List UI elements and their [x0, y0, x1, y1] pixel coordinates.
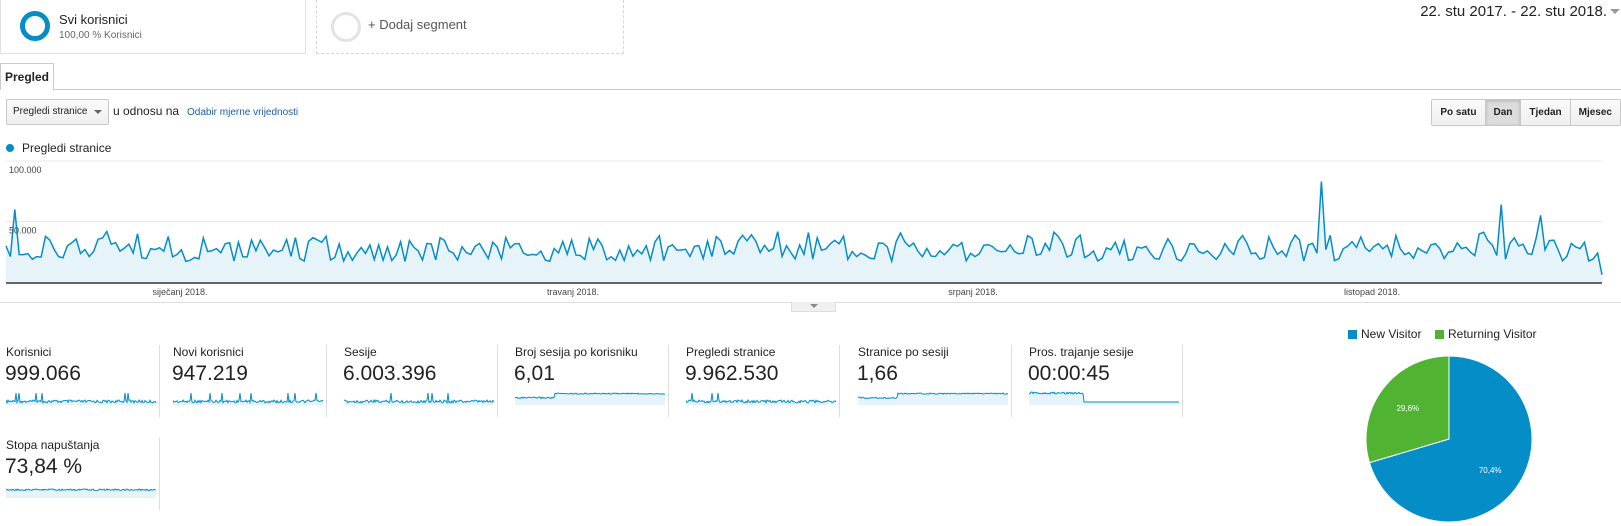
- sparkline-area: [6, 393, 156, 405]
- sparkline-line: [686, 392, 837, 404]
- sparkline: [686, 392, 837, 405]
- period-hourly-button[interactable]: Po satu: [1432, 100, 1485, 125]
- scorecard-value: 00:00:45: [1028, 362, 1110, 385]
- date-range-caret-icon[interactable]: [1610, 9, 1620, 14]
- empty-segment-icon: [331, 12, 361, 42]
- segment-ring-icon: [20, 11, 50, 41]
- series-line: [5, 181, 1603, 275]
- scorecard-label: Broj sesija po korisniku: [515, 345, 638, 359]
- pie-legend-returning-label: Returning Visitor: [1448, 327, 1537, 341]
- scorecard[interactable]: Pregledi stranice 9.962.530: [680, 345, 840, 417]
- add-segment-label: + Dodaj segment: [368, 17, 467, 32]
- scorecard-value: 999.066: [5, 362, 81, 385]
- segment-subtitle: 100,00 % Korisnici: [59, 30, 142, 41]
- series-area: [6, 181, 1602, 282]
- sparkline: [858, 392, 1009, 405]
- scorecard-value: 6,01: [514, 362, 555, 385]
- scorecard-value: 73,84 %: [5, 455, 83, 478]
- metric-select[interactable]: Pregledi stranice: [6, 99, 109, 125]
- sparkline-line: [515, 392, 666, 400]
- scorecard-value: 947.219: [172, 362, 248, 385]
- new-visitor-swatch: [1348, 329, 1357, 339]
- metric-select-label: Pregledi stranice: [13, 106, 88, 117]
- sparkline-area: [173, 393, 323, 405]
- x-tick-label: siječanj 2018.: [152, 287, 207, 297]
- sparkline-line: [6, 392, 157, 405]
- add-segment-card[interactable]: + Dodaj segment: [316, 0, 624, 54]
- period-toggle-group: Po satu Dan Tjedan Mjesec: [1431, 99, 1621, 126]
- scorecard[interactable]: Sesije 6.003.396: [338, 345, 498, 417]
- scorecard-label: Novi korisnici: [173, 345, 244, 359]
- series-legend-dot: [6, 144, 14, 152]
- y-tick-label: 100.000: [9, 165, 42, 175]
- sparkline-line: [173, 392, 324, 405]
- scorecard[interactable]: Korisnici 999.066: [0, 345, 160, 417]
- scorecard[interactable]: Stranice po sesiji 1,66: [852, 345, 1012, 417]
- pie-slice-label: 70,4%: [1479, 466, 1502, 475]
- scorecard-label: Sesije: [344, 345, 377, 359]
- sparkline-area: [515, 393, 665, 405]
- scorecard-label: Stopa napuštanja: [6, 438, 100, 452]
- series-legend-label: Pregledi stranice: [22, 141, 112, 155]
- sparkline: [173, 392, 324, 405]
- pie-legend-new-label: New Visitor: [1361, 327, 1422, 341]
- sparkline: [6, 488, 157, 498]
- returning-visitor-swatch: [1435, 329, 1444, 339]
- segment-all-users[interactable]: Svi korisnici 100,00 % Korisnici: [0, 0, 306, 54]
- sparkline-area: [6, 489, 156, 498]
- pie-slice[interactable]: [1368, 355, 1533, 523]
- sparkline-area: [686, 393, 836, 405]
- sparkline: [6, 392, 157, 405]
- scorecard-value: 1,66: [857, 362, 898, 385]
- scorecard[interactable]: Pros. trajanje sesije 00:00:45: [1023, 345, 1183, 417]
- scorecard-label: Pros. trajanje sesije: [1029, 345, 1134, 359]
- scorecard-value: 6.003.396: [343, 362, 437, 385]
- period-week-button[interactable]: Tjedan: [1520, 100, 1570, 125]
- scorecard-label: Korisnici: [6, 345, 52, 359]
- pie-legend-new: New Visitor: [1348, 327, 1421, 341]
- pageviews-area-chart[interactable]: 100.000 50.000 siječanj 2018. travanj 2018.…: [0, 155, 1621, 300]
- pie-slice[interactable]: [1365, 355, 1450, 464]
- compare-label: u odnosu na: [113, 104, 180, 118]
- scorecard-value: 9.962.530: [685, 362, 779, 385]
- x-tick-label: srpanj 2018.: [948, 287, 998, 297]
- collapse-chart-handle[interactable]: [791, 302, 836, 312]
- segment-title: Svi korisnici: [59, 12, 128, 27]
- tab-divider: [0, 89, 1621, 90]
- sparkline-area: [1029, 392, 1179, 405]
- period-month-button[interactable]: Mjesec: [1569, 100, 1620, 125]
- sparkline: [515, 392, 666, 405]
- x-tick-label: travanj 2018.: [547, 287, 599, 297]
- sparkline: [1029, 391, 1179, 405]
- period-day-button[interactable]: Dan: [1484, 100, 1521, 125]
- sparkline-line: [6, 488, 157, 492]
- pie-legend-returning: Returning Visitor: [1435, 327, 1537, 341]
- scorecard-label: Stranice po sesiji: [858, 345, 949, 359]
- scorecard-label: Pregledi stranice: [686, 345, 776, 359]
- visitor-type-pie-chart[interactable]: 70,4% 29,6%: [1364, 354, 1534, 524]
- pie-slice-label: 29,6%: [1396, 404, 1419, 413]
- y-tick-label: 50.000: [9, 226, 37, 236]
- sparkline-line: [858, 392, 1009, 400]
- sparkline: [344, 392, 495, 405]
- sparkline-line: [344, 392, 495, 405]
- sparkline-line: [1029, 391, 1179, 403]
- select-metric-link[interactable]: Odabir mjerne vrijednosti: [187, 107, 299, 118]
- sparkline-area: [858, 393, 1008, 405]
- date-range-picker[interactable]: 22. stu 2017. - 22. stu 2018.: [1420, 3, 1607, 20]
- tab-overview[interactable]: Pregled: [0, 63, 54, 90]
- scorecard[interactable]: Novi korisnici 947.219: [167, 345, 327, 417]
- chevron-down-icon: [94, 110, 102, 114]
- scorecard[interactable]: Broj sesija po korisniku 6,01: [509, 345, 669, 417]
- x-tick-label: listopad 2018.: [1344, 287, 1400, 297]
- scorecard[interactable]: Stopa napuštanja 73,84 %: [0, 438, 160, 510]
